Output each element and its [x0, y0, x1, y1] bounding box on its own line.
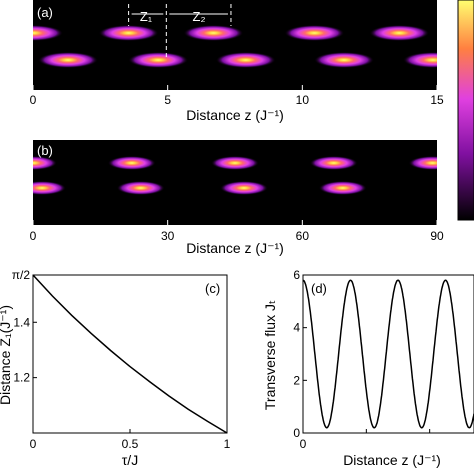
panel-b-row-loss: loss: [9, 182, 30, 196]
spot-gain-4: [408, 156, 437, 170]
panel-a-x-ticks: 0 5 10 15: [30, 85, 444, 107]
x-tick-label: 0: [30, 229, 37, 243]
spot-gain-1: [98, 25, 159, 41]
panel-a-z1-label: Z₁: [140, 9, 153, 24]
x-tick-label: 90: [430, 229, 444, 243]
panel-a: (a) gain loss Z₁ Z₂ 0 5 10 15 Distance z (J…: [7, 0, 444, 123]
panel-b-label: (b): [37, 143, 53, 158]
panel-c-frame: [32, 274, 228, 434]
panel-c-ylabel: Distance Z₁(J⁻¹): [0, 305, 13, 405]
spot-loss-4: [402, 52, 437, 68]
y-tick-label: 0: [293, 426, 300, 440]
y-tick-label: 2: [293, 373, 300, 387]
spot-gain-0: [33, 25, 63, 41]
spot-gain-4: [369, 25, 430, 41]
panel-b: (b) gain loss 0 30 60 90 Distance z (J⁻¹): [7, 140, 444, 256]
y-tick-label: 1.4: [13, 315, 30, 329]
x-tick-label: 30: [161, 229, 175, 243]
panel-d-ylabel: Transverse flux Jₜ: [262, 300, 278, 410]
y-tick-label: 4: [293, 321, 300, 335]
spot-loss-1: [116, 181, 165, 195]
panel-a-label: (a): [37, 5, 53, 20]
y-tick-label: π/2: [12, 268, 31, 282]
panel-a-row-gain: gain: [7, 27, 30, 41]
panel-d-label: (d): [311, 281, 327, 296]
panel-c-ticks: 0 0.5 1 1.2 1.4 π/2: [12, 268, 231, 451]
panel-b-xlabel: Distance z (J⁻¹): [186, 240, 284, 256]
spot-loss-3: [318, 181, 367, 195]
panel-c-label: (c): [205, 281, 220, 296]
spot-loss-2: [215, 52, 276, 68]
panel-c-series-line: [32, 274, 228, 434]
panel-a-spots: [33, 25, 437, 68]
spot-gain-2: [183, 25, 244, 41]
spot-loss-3: [314, 52, 375, 68]
panel-a-background: [33, 0, 437, 90]
spot-gain-0: [33, 156, 57, 170]
panel-d-xlabel: Distance z (J⁻¹): [343, 452, 441, 468]
spot-loss-1: [128, 52, 189, 68]
panel-d: 00 2 4 6 (d) Distance z (J⁻¹) Transverse fl…: [262, 268, 474, 468]
spot-gain-2: [211, 156, 259, 170]
panel-b-spots: [33, 156, 437, 195]
spot-loss-0: [38, 52, 99, 68]
colorbar: [457, 0, 474, 221]
panel-b-x-ticks: 0 30 60 90: [30, 220, 444, 243]
x-tick-label: 5: [164, 93, 171, 107]
x-tick-label: 0: [30, 437, 37, 451]
panel-a-z2-label: Z₂: [193, 9, 206, 24]
panel-b-row-gain: gain: [7, 157, 30, 171]
y-tick-label: 1.2: [13, 371, 30, 385]
x-tick-label: 15: [430, 93, 444, 107]
panel-d-ticks: 00 2 4 6: [293, 268, 431, 451]
y-tick-label: 6: [293, 268, 300, 282]
spot-gain-3: [309, 156, 358, 170]
x-tick-label: 10: [296, 93, 310, 107]
x-tick-label: 0: [300, 437, 307, 451]
x-tick-label: 0: [30, 93, 37, 107]
panel-d-frame: [302, 274, 474, 434]
x-tick-label: 0.5: [122, 437, 139, 451]
x-tick-label: 60: [296, 229, 310, 243]
panel-a-xlabel: Distance z (J⁻¹): [186, 107, 284, 123]
panel-c: 0 0.5 1 1.2 1.4 π/2 (c) τ/J Distance Z₁(J⁻¹): [0, 268, 231, 468]
spot-gain-1: [107, 156, 156, 170]
colorbar-gradient: [457, 0, 474, 221]
spot-loss-0: [33, 181, 66, 195]
panel-a-row-loss: loss: [9, 55, 30, 69]
panel-a-annotations: [128, 4, 232, 60]
x-tick-label: 1: [224, 437, 231, 451]
spot-loss-2: [219, 181, 268, 195]
spot-gain-3: [284, 25, 345, 41]
panel-c-xlabel: τ/J: [122, 452, 138, 468]
panel-d-series-line: [302, 279, 474, 429]
